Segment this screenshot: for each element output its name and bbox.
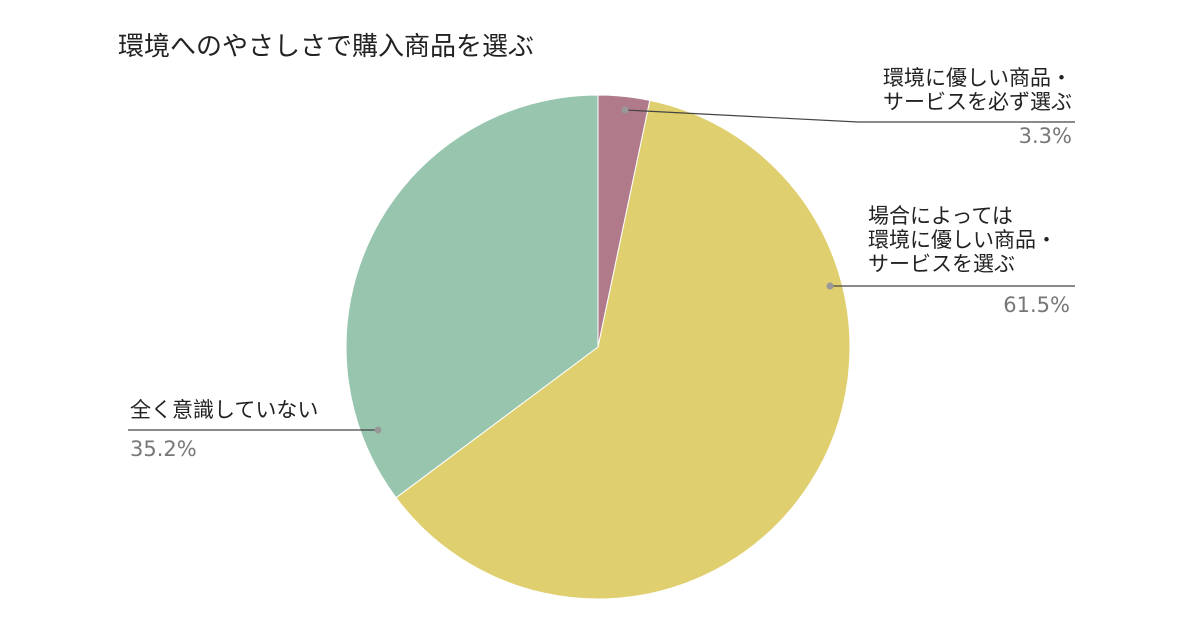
pie-slice (345, 94, 599, 499)
leader-dot (621, 106, 629, 114)
leader-line (624, 109, 1075, 123)
slice-label: 環境に優しい商品・ サービスを必ず選ぶ (883, 66, 1072, 114)
chart-title: 環境へのやさしさで購入商品を選ぶ (118, 32, 535, 62)
leader-dot (826, 282, 834, 290)
leader-dot (374, 426, 382, 434)
slice-label: 場合によっては 環境に優しい商品・ サービスを選ぶ (868, 204, 1057, 276)
pie-slice (395, 99, 851, 600)
value-label: 3.3% (1018, 124, 1072, 148)
value-label: 61.5% (1003, 293, 1070, 317)
value-label: 35.2% (130, 437, 197, 461)
slice-label: 全く意識していない (130, 398, 319, 422)
